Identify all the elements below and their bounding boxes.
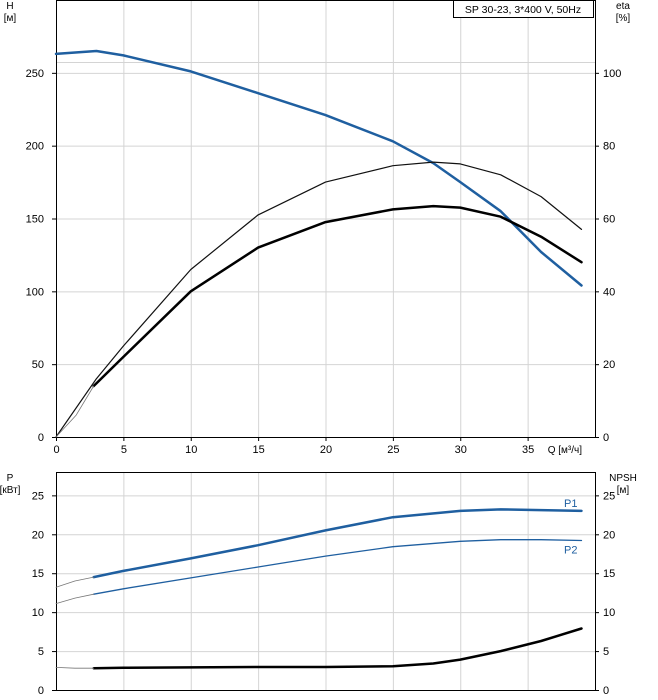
x-tick-label: 35	[522, 444, 534, 456]
power-npsh-series-p2-line	[93, 539, 583, 595]
power-npsh-frame	[56, 472, 596, 691]
head-eta-left-tick-label: 200	[26, 141, 44, 153]
x-tick-label: 0	[53, 444, 59, 456]
head-eta-series-left-0-line	[54, 49, 583, 287]
head-eta-right-tick-label: 20	[603, 359, 615, 371]
head-eta-series-right-2-line	[92, 204, 583, 388]
power-npsh-series-p2-label: P2	[564, 545, 577, 557]
head-eta-right-tick-label: 0	[603, 432, 609, 444]
power-npsh-series-left-3-line	[55, 576, 95, 588]
x-axis-title: Q [м³/ч]	[548, 445, 583, 456]
head-eta-right-axis-title: eta	[616, 1, 630, 12]
power-npsh-series-right-5-line	[55, 667, 95, 669]
legend-text: SP 30-23, 3*400 V, 50Hz	[465, 4, 581, 16]
x-tick-label: 30	[455, 444, 467, 456]
head-eta-right-tick-label: 100	[603, 68, 621, 80]
head-eta-right-axis-unit: [%]	[616, 13, 631, 24]
power-npsh-left-tick-label: 5	[38, 646, 44, 658]
power-npsh-right-tick-label: 10	[603, 607, 615, 619]
power-npsh-right-tick-label: 25	[603, 490, 615, 502]
power-npsh-left-tick-label: 10	[32, 607, 44, 619]
power-npsh-right-tick-label: 15	[603, 568, 615, 580]
head-eta-right-tick-label: 60	[603, 214, 615, 226]
head-eta-left-tick-label: 0	[38, 432, 44, 444]
head-eta-series-right-1-line	[55, 161, 583, 438]
power-npsh-right-axis-unit: [м]	[617, 485, 630, 496]
head-eta-left-tick-label: 250	[26, 68, 44, 80]
power-npsh-right-tick-label: 5	[603, 646, 609, 658]
power-npsh-left-tick-label: 15	[32, 568, 44, 580]
x-tick-label: 10	[185, 444, 197, 456]
x-tick-label: 5	[121, 444, 127, 456]
power-npsh-left-tick-label: 20	[32, 529, 44, 541]
power-npsh-left-tick-label: 0	[38, 685, 44, 697]
power-npsh-series-left-4-line	[55, 593, 95, 604]
power-npsh-left-tick-label: 25	[32, 490, 44, 502]
power-npsh-series-right-2-line	[92, 627, 583, 670]
power-npsh-right-tick-label: 0	[603, 685, 609, 697]
head-eta-left-tick-label: 50	[32, 359, 44, 371]
power-npsh-right-tick-label: 20	[603, 529, 615, 541]
head-eta-left-tick-label: 150	[26, 214, 44, 226]
x-tick-label: 15	[253, 444, 265, 456]
power-npsh-left-axis-title: P	[7, 473, 14, 484]
power-npsh-series-p1-line	[92, 508, 583, 579]
head-eta-left-axis-unit: [м]	[4, 13, 17, 24]
head-eta-left-axis-title: H	[6, 1, 13, 12]
head-eta-right-tick-label: 40	[603, 286, 615, 298]
head-eta-left-tick-label: 100	[26, 286, 44, 298]
power-npsh-right-axis-title: NPSH	[609, 473, 637, 484]
x-tick-label: 25	[387, 444, 399, 456]
power-npsh-left-axis-unit: [кВт]	[0, 485, 21, 496]
legend-box	[453, 0, 594, 18]
head-eta-right-tick-label: 80	[603, 141, 615, 153]
head-eta-series-right-3-line	[55, 385, 95, 438]
x-tick-label: 20	[320, 444, 332, 456]
power-npsh-series-p1-label: P1	[564, 498, 577, 510]
